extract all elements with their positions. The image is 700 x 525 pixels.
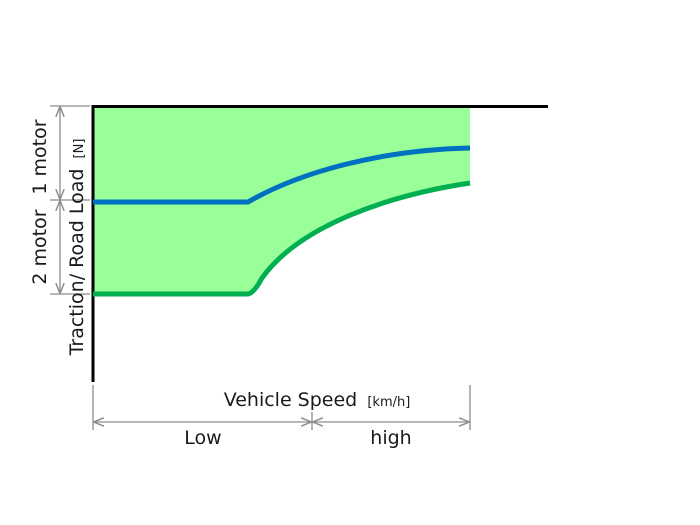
x-axis-label: Vehicle Speed [km/h] (224, 389, 411, 411)
traction-area (93, 108, 470, 294)
y-axis-title: Traction/ Road Load (66, 169, 88, 357)
low-speed-label: Low (184, 427, 221, 449)
high-speed-label: high (370, 427, 411, 449)
y-axis-label: Traction/ Road Load [N] (66, 139, 88, 357)
two-motor-label: 2 motor (29, 209, 51, 284)
one-motor-label: 1 motor (29, 119, 51, 194)
y-dimension (50, 105, 90, 295)
y-axis-unit: [N] (72, 139, 87, 159)
x-axis-title: Vehicle Speed (224, 389, 358, 411)
x-dimension (92, 385, 471, 430)
two-motor-curve (93, 180, 471, 297)
one-motor-curve (93, 145, 471, 205)
x-axis-unit: [km/h] (367, 395, 410, 410)
